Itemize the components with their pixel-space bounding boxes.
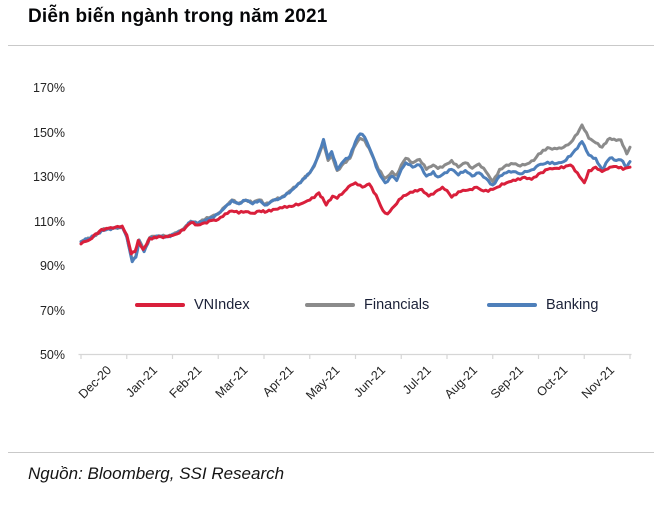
y-tick-label: 70% xyxy=(39,304,65,318)
plot-svg xyxy=(78,123,632,359)
y-tick-label: 130% xyxy=(33,170,65,184)
line-chart: 170% 150% 130% 110% 90% 70% 50% Dec-20 Jan-21 Fe… xyxy=(33,81,632,402)
legend-item-banking: Banking xyxy=(487,297,598,313)
legend-item-financials: Financials xyxy=(305,297,429,313)
y-tick-label: 110% xyxy=(33,215,65,229)
legend-swatch xyxy=(135,303,185,307)
series-line-vnindex xyxy=(79,163,632,256)
y-tick-label: 90% xyxy=(39,259,65,273)
y-tick-label: 170% xyxy=(33,81,65,95)
y-tick-label: 50% xyxy=(39,348,65,362)
title-divider xyxy=(8,45,654,46)
legend-label: VNIndex xyxy=(194,297,250,313)
legend-swatch xyxy=(487,303,537,307)
chart-title: Diễn biến ngành trong năm 2021 xyxy=(28,6,328,27)
legend-swatch xyxy=(305,303,355,307)
y-tick-label: 150% xyxy=(33,126,65,140)
series-line-banking xyxy=(79,132,632,264)
legend-label: Financials xyxy=(364,297,430,313)
source-note: Nguồn: Bloomberg, SSI Research xyxy=(28,464,285,483)
legend-label: Banking xyxy=(546,297,599,313)
footer-divider xyxy=(8,452,654,453)
legend-item-vnindex: VNIndex xyxy=(135,297,250,313)
